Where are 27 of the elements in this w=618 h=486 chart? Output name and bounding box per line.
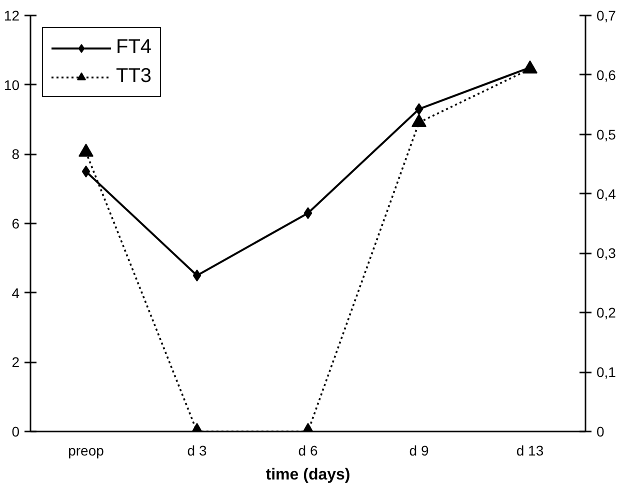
x-tick-label: preop — [68, 442, 104, 458]
y2-tick-label: 0,3 — [596, 245, 616, 262]
point — [414, 103, 424, 116]
y-tick-label: 10 — [4, 76, 20, 93]
y-tick-label: 0 — [12, 424, 20, 440]
x-tick-label: d 9 — [409, 442, 429, 458]
point — [82, 166, 90, 178]
y2-tick-label: 0,2 — [596, 304, 616, 321]
y-tick-label: 6 — [12, 216, 20, 232]
y-tick-label: 2 — [12, 354, 20, 370]
y2-tick-label: 0 — [596, 424, 604, 440]
y-tick-label: 4 — [12, 284, 20, 301]
point — [192, 270, 202, 282]
x-tick-label: d 13 — [516, 442, 544, 458]
legend-label: FT4 — [116, 36, 152, 59]
y2-tick-label: 0,1 — [596, 364, 616, 380]
y-tick-label: 12 — [4, 8, 20, 24]
y2-tick-label: 0,6 — [596, 66, 616, 83]
x-tick-label: d 3 — [187, 442, 207, 458]
point — [304, 207, 312, 220]
x-axis-title: time (days) — [266, 466, 350, 484]
y2-tick-label: 0,7 — [596, 8, 616, 24]
legend-label: TT3 — [116, 65, 152, 88]
y2-tick-label: 0,5 — [596, 126, 616, 142]
y-tick-label: 8 — [12, 146, 20, 162]
x-tick-label: d 6 — [298, 442, 318, 458]
y2-tick-label: 0,4 — [596, 186, 616, 202]
